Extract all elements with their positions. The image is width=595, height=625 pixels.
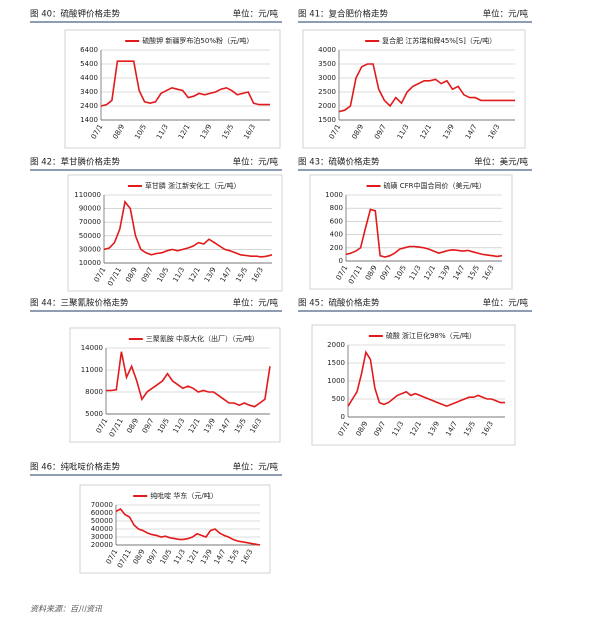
figure-caption: 图 40：硫酸钾价格走势 bbox=[30, 9, 121, 20]
y-tick-label: 400 bbox=[330, 231, 343, 239]
figure-caption: 图 45：硫酸价格走势 bbox=[298, 298, 380, 309]
y-tick-label: 500 bbox=[332, 395, 345, 403]
price-line bbox=[106, 351, 271, 408]
y-tick-label: 70000 bbox=[79, 218, 101, 226]
source-note: 资料来源：百川资讯 bbox=[30, 605, 103, 614]
y-tick-label: 3500 bbox=[318, 60, 336, 68]
y-tick-label: 2400 bbox=[80, 102, 98, 110]
y-tick-label: 5400 bbox=[80, 60, 98, 68]
legend-label: 硫酸 浙江巨化98%（元/吨） bbox=[386, 331, 476, 340]
y-tick-label: 10000 bbox=[79, 259, 101, 267]
figure-unit: 单位：元/吨 bbox=[233, 298, 279, 309]
y-tick-label: 1000 bbox=[327, 377, 345, 385]
y-tick-label: 1400 bbox=[80, 116, 98, 124]
y-tick-label: 20000 bbox=[91, 541, 113, 549]
legend-label: 复合肥 江苏瑞和牌45%[S]（元/吨） bbox=[382, 36, 496, 45]
figure-caption: 图 42：草甘膦价格走势 bbox=[30, 157, 121, 168]
price-line bbox=[345, 208, 503, 258]
figure-unit: 单位：元/吨 bbox=[483, 298, 529, 309]
y-tick-label: 1000 bbox=[325, 191, 343, 199]
price-line bbox=[103, 199, 273, 258]
price-line bbox=[100, 60, 270, 107]
y-tick-label: 1500 bbox=[318, 116, 336, 124]
y-tick-label: 4400 bbox=[80, 74, 98, 82]
y-tick-label: 4000 bbox=[318, 46, 336, 54]
y-tick-label: 3000 bbox=[318, 74, 336, 82]
chart-frame bbox=[302, 29, 526, 149]
figure-unit: 单位：元/吨 bbox=[233, 157, 279, 168]
y-tick-label: 50000 bbox=[91, 517, 113, 525]
y-tick-label: 3400 bbox=[80, 88, 98, 96]
figure-caption: 图 41：复合肥价格走势 bbox=[298, 9, 389, 20]
y-tick-label: 2500 bbox=[318, 88, 336, 96]
figure-caption: 图 44：三聚氰胺价格走势 bbox=[30, 298, 129, 309]
y-tick-label: 6400 bbox=[80, 46, 98, 54]
figure-caption: 图 43：硫磺价格走势 bbox=[298, 157, 380, 168]
figure-unit: 单位：美元/吨 bbox=[474, 157, 528, 168]
chart-frame bbox=[309, 174, 513, 290]
y-tick-label: 40000 bbox=[91, 525, 113, 533]
figure-unit: 单位：元/吨 bbox=[233, 462, 279, 473]
y-tick-label: 1500 bbox=[327, 359, 345, 367]
y-tick-label: 5000 bbox=[85, 410, 103, 418]
legend-label: 三聚氰胺 中原大化（出厂）（元/吨） bbox=[146, 334, 259, 343]
y-tick-label: 50000 bbox=[79, 232, 101, 240]
chart-frame bbox=[69, 327, 281, 443]
figure-unit: 单位：元/吨 bbox=[483, 9, 529, 20]
y-tick-label: 11000 bbox=[81, 366, 103, 374]
y-tick-label: 14000 bbox=[81, 344, 103, 352]
y-tick-label: 30000 bbox=[79, 245, 101, 253]
legend-label: 硫磺 CFR中国合同价（美元/吨） bbox=[384, 181, 486, 190]
legend-label: 草甘膦 浙江新安化工（元/吨） bbox=[145, 181, 241, 190]
y-tick-label: 0 bbox=[339, 257, 343, 265]
y-tick-label: 0 bbox=[341, 413, 345, 421]
figure-unit: 单位：元/吨 bbox=[233, 9, 279, 20]
price-line bbox=[347, 350, 505, 408]
y-tick-label: 2000 bbox=[327, 341, 345, 349]
y-tick-label: 800 bbox=[330, 204, 343, 212]
legend-label: 纯吡啶 华东（元/吨） bbox=[150, 491, 218, 500]
y-tick-label: 2000 bbox=[318, 102, 336, 110]
y-tick-label: 200 bbox=[330, 244, 343, 252]
y-tick-label: 600 bbox=[330, 217, 343, 225]
figure-caption: 图 46：纯吡啶价格走势 bbox=[30, 462, 121, 473]
y-tick-label: 90000 bbox=[79, 205, 101, 213]
y-tick-label: 70000 bbox=[91, 501, 113, 509]
y-tick-label: 8000 bbox=[85, 388, 103, 396]
y-tick-label: 30000 bbox=[91, 533, 113, 541]
legend-label: 硫酸钾 新疆罗布泊50%粉（元/吨） bbox=[142, 36, 253, 45]
price-line bbox=[115, 507, 261, 546]
y-tick-label: 110000 bbox=[74, 191, 101, 199]
y-tick-label: 60000 bbox=[91, 509, 113, 517]
price-line bbox=[338, 63, 515, 113]
